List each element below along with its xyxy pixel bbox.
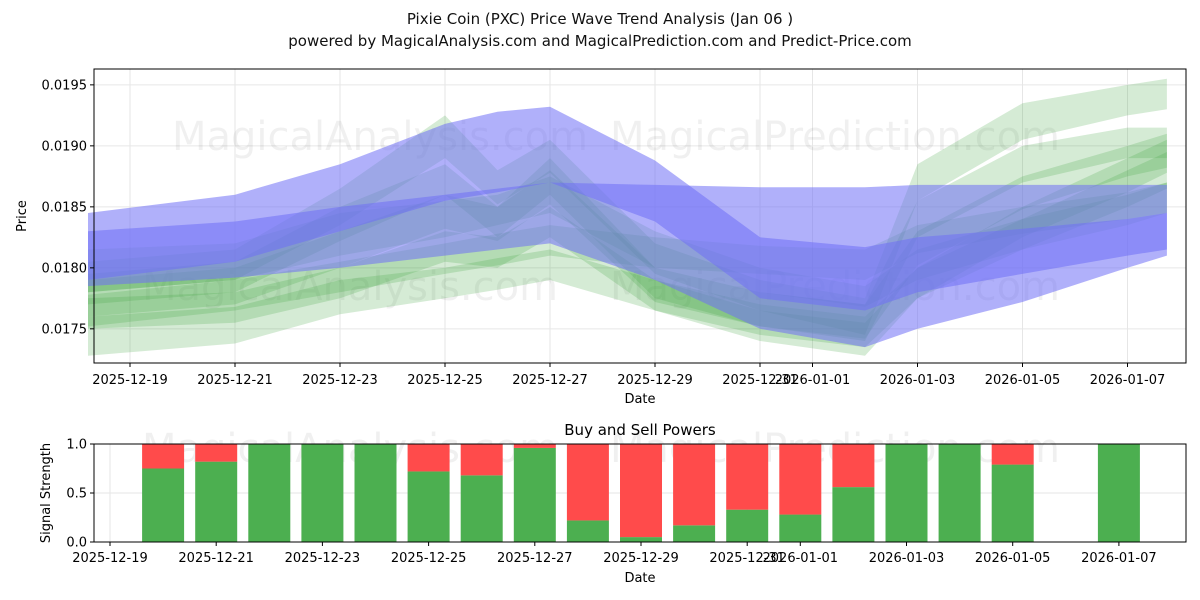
signal-x-tick-label: 2025-12-25 <box>391 551 467 566</box>
signal-x-tick-label: 2026-01-07 <box>1081 551 1157 566</box>
sell-bar <box>566 444 609 521</box>
signal-y-tick-label: 0.0 <box>66 536 87 551</box>
buy-bar <box>620 537 662 542</box>
sell-bar <box>779 444 822 515</box>
sell-bar <box>142 444 185 469</box>
sell-bar <box>407 444 450 472</box>
price-x-tick-label: 2025-12-29 <box>617 373 693 388</box>
sell-bar <box>513 444 556 448</box>
sell-bar <box>195 444 238 462</box>
signal-y-tick-label: 0.5 <box>66 487 87 502</box>
price-plot-frame <box>93 68 1187 364</box>
sell-bar <box>726 444 769 510</box>
buy-bar <box>460 475 503 542</box>
price-x-tick-label: 2025-12-23 <box>302 373 378 388</box>
buy-bar <box>1097 444 1140 542</box>
chart-title: Pixie Coin (PXC) Price Wave Trend Analys… <box>406 10 794 28</box>
signal-x-tick-label: 2026-01-03 <box>869 551 945 566</box>
signal-y-label: Signal Strength <box>39 443 54 543</box>
price-bands <box>88 78 1167 356</box>
blue-trend-band <box>88 182 1167 348</box>
buy-bar <box>354 444 397 542</box>
buy-bar <box>673 525 716 542</box>
price-x-label: Date <box>624 392 655 407</box>
price-y-tick-label: 0.0195 <box>42 78 88 93</box>
signal-x-tick-label: 2025-12-19 <box>72 551 148 566</box>
sell-bar <box>460 444 503 476</box>
buy-bar <box>779 514 822 542</box>
signal-x-tick-label: 2025-12-31 <box>709 551 785 566</box>
price-y-tick-label: 0.0185 <box>42 200 88 215</box>
signal-chart-title: Buy and Sell Powers <box>564 421 716 439</box>
signal-bars <box>142 444 1140 542</box>
buy-bar <box>726 509 769 542</box>
signal-x-tick-label: 2026-01-01 <box>763 551 839 566</box>
signal-y-axis: 0.0 0.5 1.0 <box>66 438 94 551</box>
signal-x-label: Date <box>624 571 655 586</box>
buy-bar <box>195 461 238 542</box>
buy-bar <box>513 447 556 542</box>
price-x-tick-label: 2025-12-19 <box>92 373 168 388</box>
price-x-tick-label: 2025-12-25 <box>407 373 483 388</box>
sell-bar <box>991 444 1034 465</box>
buy-bar <box>248 444 291 542</box>
buy-bar <box>832 487 875 542</box>
price-y-tick-label: 0.0180 <box>42 261 88 276</box>
signal-x-tick-label: 2025-12-23 <box>285 551 361 566</box>
buy-bar <box>991 464 1034 542</box>
buy-bar <box>566 520 609 542</box>
price-x-tick-label: 2025-12-31 <box>722 373 798 388</box>
signal-x-tick-label: 2025-12-29 <box>603 551 679 566</box>
buy-bar <box>301 444 344 542</box>
price-x-tick-label: 2026-01-07 <box>1090 373 1166 388</box>
watermark-text: MagicalPrediction.com <box>610 114 1060 160</box>
green-wave-band <box>88 78 1167 335</box>
buy-bar <box>407 471 450 542</box>
price-y-tick-label: 0.0190 <box>42 139 88 154</box>
chart-subtitle: powered by MagicalAnalysis.com and Magic… <box>288 32 912 50</box>
signal-y-tick-label: 1.0 <box>66 438 87 453</box>
price-x-tick-label: 2025-12-27 <box>512 373 588 388</box>
sell-bar <box>673 444 716 526</box>
signal-x-axis: 2025-12-19 2025-12-21 2025-12-23 2025-12-25… <box>72 542 1157 566</box>
signal-x-tick-label: 2026-01-05 <box>975 551 1051 566</box>
price-y-label: Price <box>15 200 30 232</box>
signal-x-tick-label: 2025-12-27 <box>497 551 573 566</box>
price-y-axis: 0.0175 0.0180 0.0185 0.0190 0.0195 <box>42 78 94 337</box>
price-x-tick-label: 2025-12-21 <box>197 373 273 388</box>
price-y-tick-label: 0.0175 <box>42 322 88 337</box>
price-x-tick-label: 2026-01-01 <box>775 373 851 388</box>
sell-bar <box>832 444 875 488</box>
sell-bar <box>620 444 662 538</box>
buy-bar <box>142 468 185 542</box>
price-x-axis: 2025-12-19 2025-12-21 2025-12-23 2025-12-25… <box>92 363 1165 388</box>
price-x-tick-label: 2026-01-05 <box>985 373 1061 388</box>
price-x-tick-label: 2026-01-03 <box>880 373 956 388</box>
buy-bar <box>885 444 928 542</box>
signal-x-tick-label: 2025-12-21 <box>178 551 254 566</box>
buy-bar <box>938 444 981 542</box>
